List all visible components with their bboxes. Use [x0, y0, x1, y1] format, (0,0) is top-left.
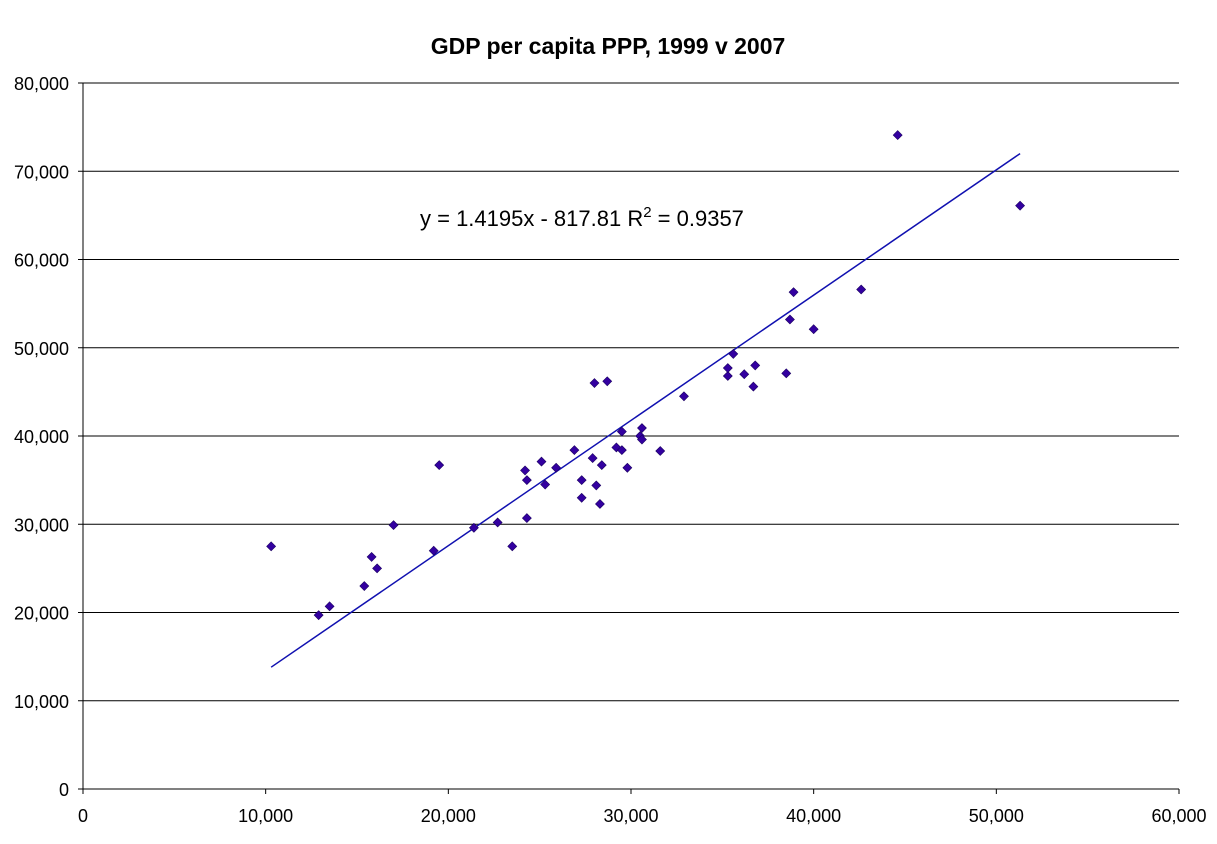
y-tick-label-3: 30,000 — [14, 515, 69, 535]
data-point-35 — [679, 391, 689, 402]
x-tick-label-0: 0 — [78, 806, 88, 826]
data-point-28 — [616, 426, 627, 437]
data-point-33 — [637, 423, 647, 433]
y-axis-tick-labels: 0 10,000 20,000 30,000 40,000 50,000 60,000 70,… — [14, 74, 69, 800]
data-point-36 — [722, 371, 733, 381]
x-tick-label-5: 50,000 — [969, 806, 1024, 826]
data-point-37 — [722, 363, 733, 373]
equation-superscript: 2 — [643, 204, 651, 221]
data-point-6 — [388, 520, 399, 531]
data-point-48 — [1015, 200, 1026, 211]
y-tick-label-7: 70,000 — [14, 162, 69, 182]
data-point-44 — [788, 287, 799, 298]
data-point-4 — [366, 551, 377, 562]
data-point-9 — [468, 522, 479, 533]
y-tick-label-0: 0 — [59, 780, 69, 800]
data-point-15 — [536, 456, 547, 467]
data-point-19 — [576, 475, 587, 486]
y-tick-label-6: 60,000 — [14, 251, 69, 271]
data-point-23 — [591, 480, 602, 491]
x-tick-label-1: 10,000 — [238, 806, 293, 826]
data-point-46 — [856, 284, 867, 295]
equation-r2-value: = 0.9357 — [652, 206, 744, 231]
data-point-12 — [520, 465, 530, 476]
y-tick-label-1: 10,000 — [14, 692, 69, 712]
x-axis-tick-labels: 0 10,000 20,000 30,000 40,000 50,000 60,000 — [78, 806, 1207, 826]
data-point-2 — [324, 601, 335, 612]
data-point-22 — [589, 378, 600, 388]
data-point-29 — [616, 445, 627, 456]
data-point-45 — [808, 324, 819, 335]
data-point-11 — [507, 541, 518, 552]
data-point-42 — [781, 368, 792, 379]
data-point-43 — [784, 314, 795, 325]
data-point-10 — [492, 517, 503, 528]
y-tick-label-4: 40,000 — [14, 427, 69, 447]
data-point-38 — [728, 349, 739, 359]
data-point-25 — [596, 460, 607, 471]
data-point-8 — [434, 460, 445, 471]
data-point-16 — [540, 479, 551, 490]
data-point-21 — [587, 453, 598, 463]
data-point-24 — [595, 499, 605, 509]
y-tick-label-5: 50,000 — [14, 339, 69, 359]
trendline-equation: y = 1.4195x - 817.81 R2 = 0.9357 — [420, 204, 744, 231]
data-point-13 — [521, 475, 532, 486]
y-tick-label-8: 80,000 — [14, 74, 69, 94]
data-point-26 — [602, 376, 613, 387]
data-point-41 — [750, 360, 761, 371]
x-tick-label-3: 30,000 — [603, 806, 658, 826]
data-point-3 — [359, 581, 370, 591]
data-point-5 — [372, 563, 383, 574]
x-tick-label-6: 60,000 — [1151, 806, 1206, 826]
data-point-34 — [655, 446, 666, 456]
data-point-47 — [892, 130, 903, 140]
x-tick-label-2: 20,000 — [421, 806, 476, 826]
data-point-17 — [551, 462, 562, 473]
y-tick-label-2: 20,000 — [14, 604, 69, 624]
data-point-40 — [748, 381, 759, 392]
equation-main: y = 1.4195x - 817.81 R — [420, 206, 643, 231]
data-point-14 — [521, 513, 532, 523]
axes — [78, 82, 1180, 794]
data-points — [266, 130, 1026, 621]
data-point-18 — [569, 445, 580, 456]
trendline — [270, 152, 1021, 668]
data-point-20 — [576, 492, 587, 503]
trendline-group — [270, 152, 1021, 668]
data-point-39 — [739, 369, 750, 380]
gridlines — [83, 82, 1179, 702]
chart-title: GDP per capita PPP, 1999 v 2007 — [431, 33, 786, 59]
data-point-7 — [428, 545, 439, 556]
data-point-32 — [637, 434, 647, 445]
x-tick-label-4: 40,000 — [786, 806, 841, 826]
data-point-30 — [622, 462, 633, 473]
data-point-0 — [266, 541, 277, 552]
data-point-1 — [313, 610, 324, 621]
